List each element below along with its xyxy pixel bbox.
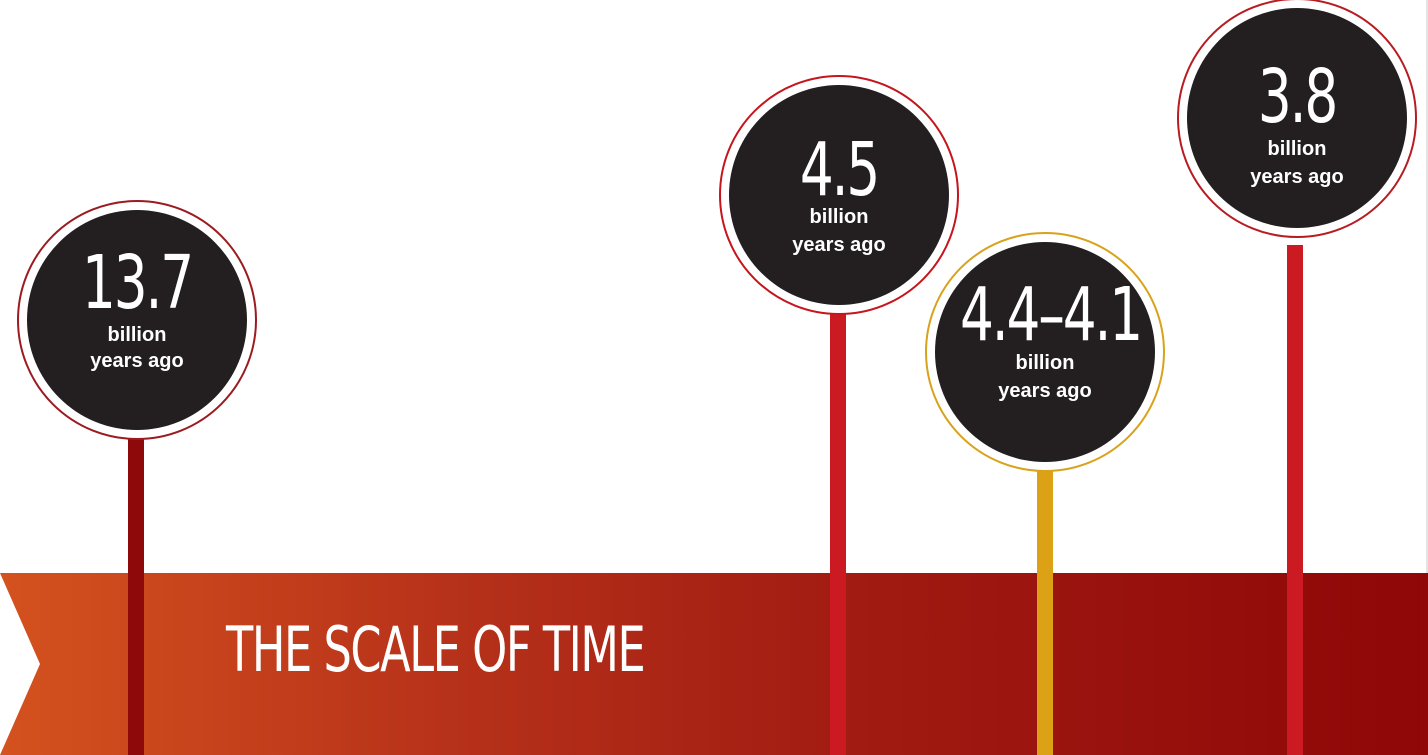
marker-value: 4.4–4.1 bbox=[960, 272, 1143, 358]
banner-title: THE SCALE OF TIME bbox=[226, 613, 646, 686]
marker-4: 3.8 billion years ago bbox=[1177, 0, 1417, 238]
marker-disc bbox=[935, 242, 1155, 462]
marker-stem-3 bbox=[1037, 460, 1053, 755]
marker-disc bbox=[1187, 8, 1407, 228]
marker-stem-4 bbox=[1287, 245, 1303, 755]
marker-suffix: years ago bbox=[792, 234, 886, 256]
marker-unit: billion bbox=[809, 206, 869, 228]
marker-unit: billion bbox=[1015, 352, 1075, 374]
marker-3: 4.4–4.1 billion years ago bbox=[925, 232, 1165, 472]
marker-value: 3.8 bbox=[1257, 54, 1338, 140]
marker-stem-1 bbox=[128, 430, 144, 755]
marker-suffix: years ago bbox=[90, 350, 184, 372]
marker-disc bbox=[27, 210, 247, 430]
marker-suffix: years ago bbox=[998, 380, 1092, 402]
marker-value: 13.7 bbox=[81, 240, 194, 326]
marker-unit: billion bbox=[107, 324, 167, 346]
marker-stem-2 bbox=[830, 305, 846, 755]
marker-1: 13.7 billion years ago bbox=[17, 200, 257, 440]
marker-disc bbox=[729, 85, 949, 305]
marker-2: 4.5 billion years ago bbox=[719, 75, 959, 315]
right-edge-line bbox=[1426, 0, 1428, 755]
marker-unit: billion bbox=[1267, 138, 1327, 160]
marker-suffix: years ago bbox=[1250, 166, 1344, 188]
marker-value: 4.5 bbox=[799, 127, 880, 213]
title-banner bbox=[0, 573, 1428, 755]
